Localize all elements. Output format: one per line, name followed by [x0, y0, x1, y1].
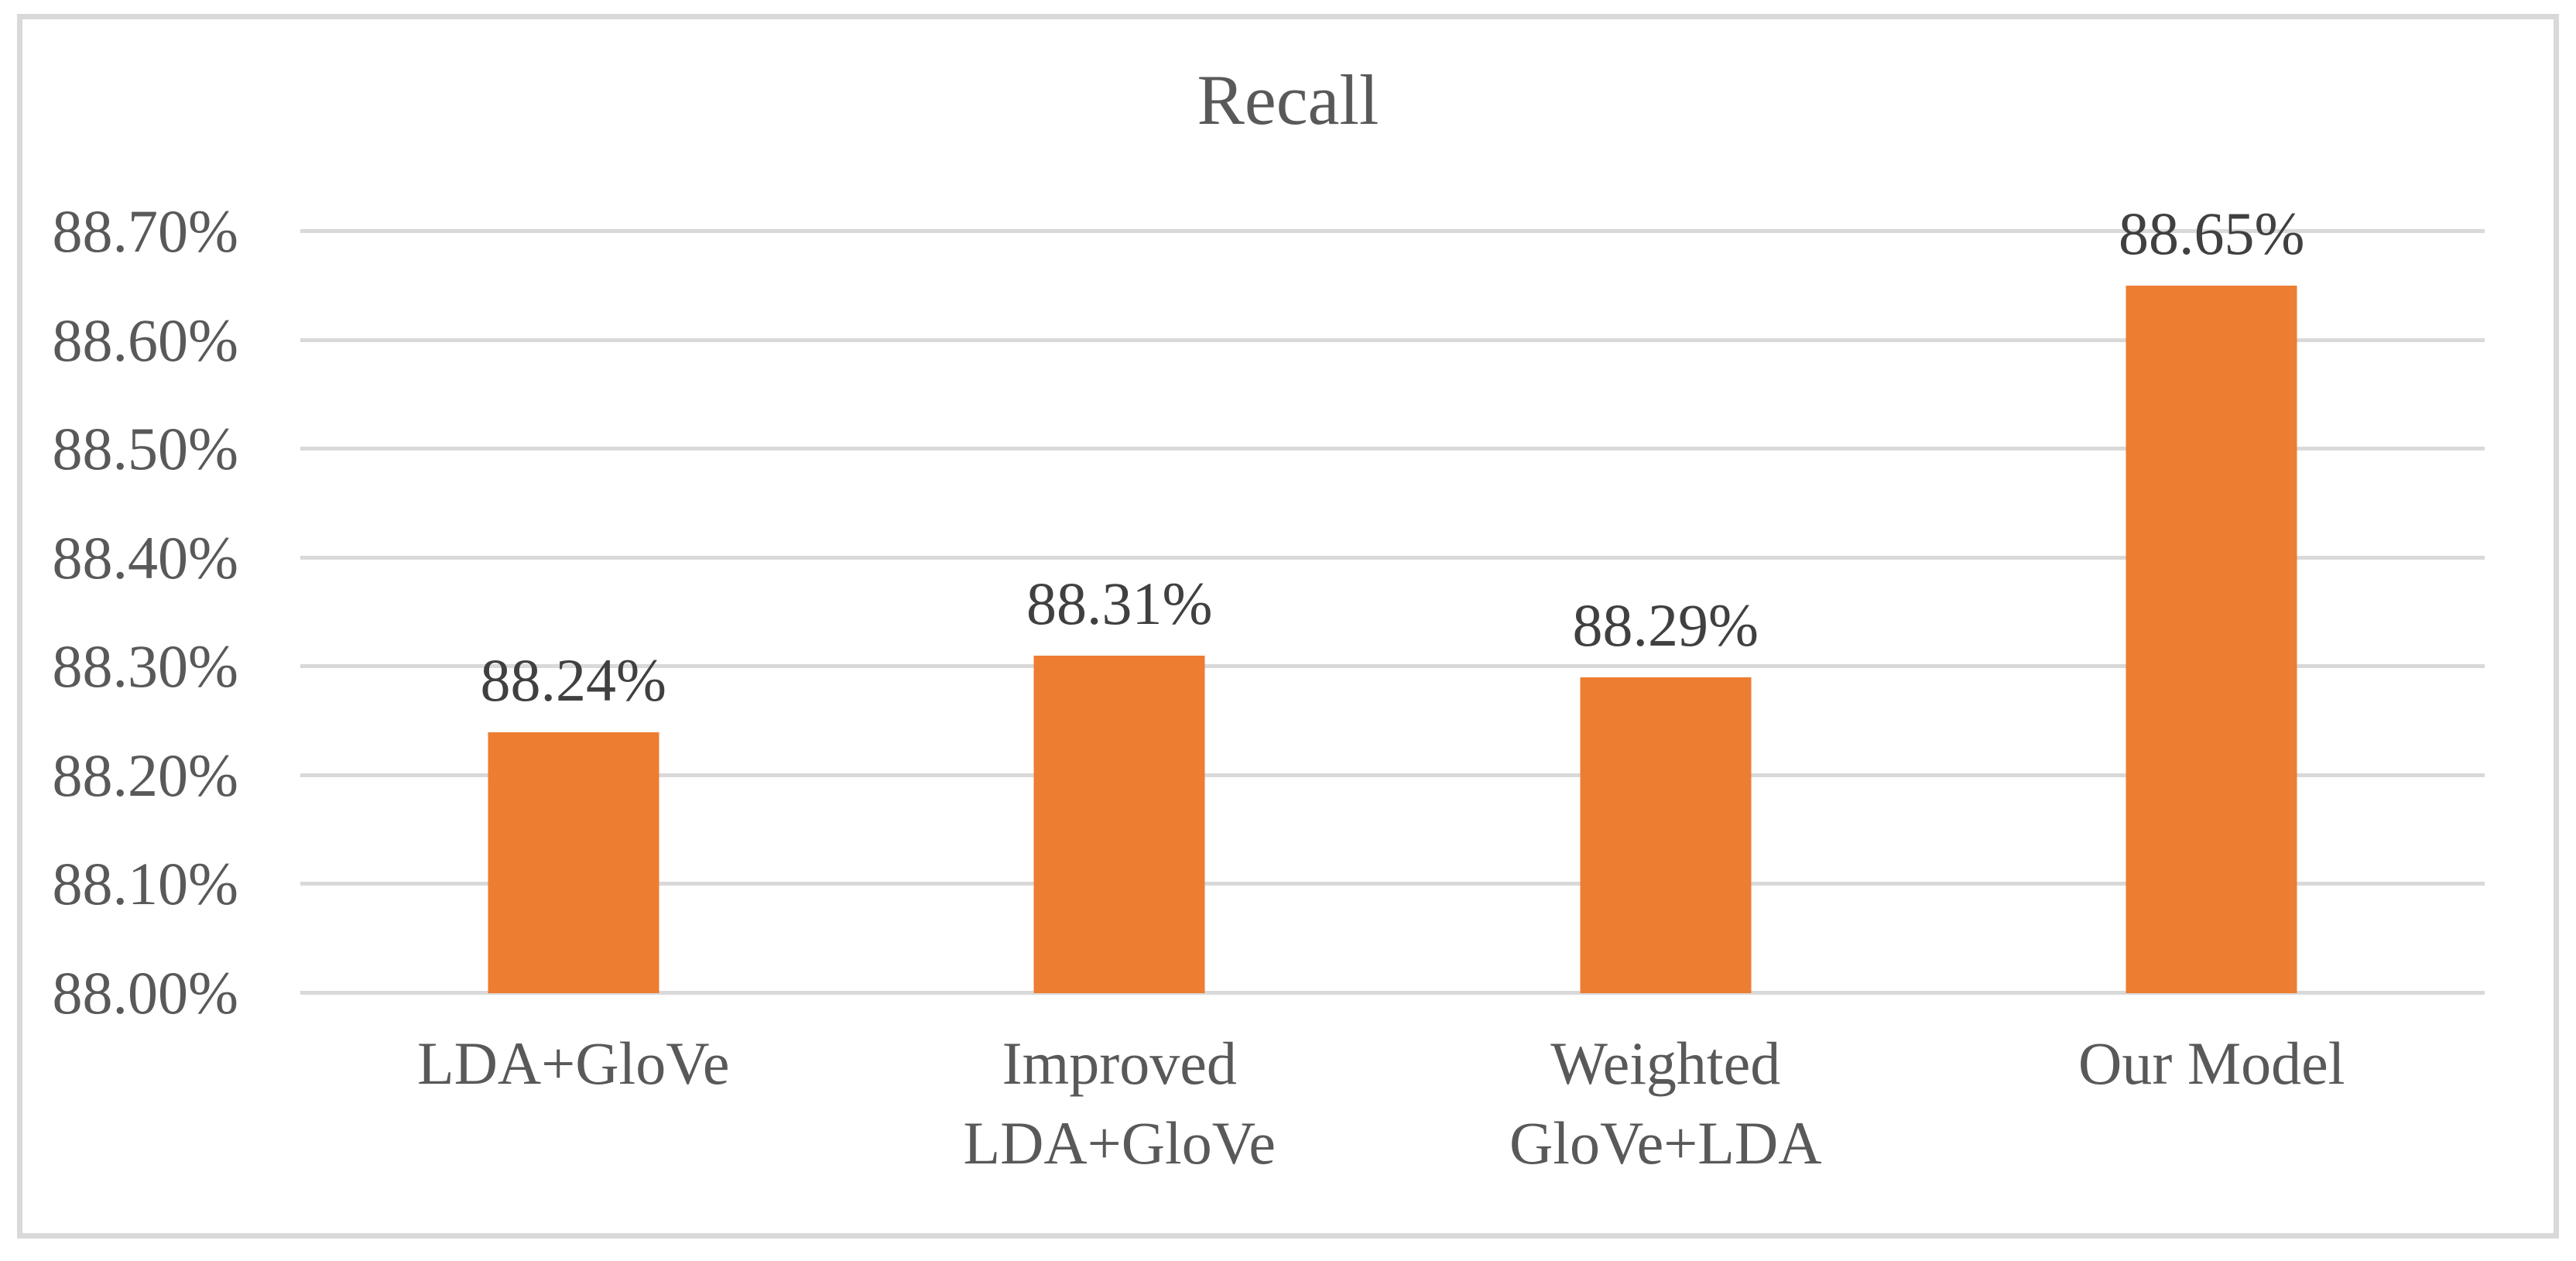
- y-tick-label: 88.70%: [52, 197, 238, 265]
- category-label: Weighted GloVe+LDA: [1392, 1024, 1939, 1184]
- bar-value-label: 88.65%: [2119, 200, 2305, 268]
- category-label-text: Weighted GloVe+LDA: [1509, 1030, 1822, 1177]
- gridline: [300, 229, 2485, 233]
- gridline: [300, 882, 2485, 886]
- category-label: LDA+GloVe: [300, 1024, 847, 1184]
- gridline: [300, 773, 2485, 777]
- y-tick-label: 88.30%: [52, 632, 238, 701]
- y-tick-label: 88.20%: [52, 741, 238, 809]
- y-tick-label: 88.10%: [52, 850, 238, 918]
- category-label: Our Model: [1939, 1024, 2485, 1184]
- bar-value-label: 88.31%: [1026, 570, 1213, 638]
- gridline: [300, 991, 2485, 995]
- y-axis-tick-labels: 88.00% 88.10% 88.20% 88.30% 88.40% 88.50% 88.6…: [22, 201, 238, 1023]
- bar: [488, 732, 659, 993]
- bar-value-label: 88.29%: [1572, 591, 1759, 660]
- category-label-text: Improved LDA+GloVe: [963, 1030, 1276, 1177]
- category-label-text: Our Model: [2078, 1030, 2345, 1097]
- category-label-text: LDA+GloVe: [416, 1030, 730, 1097]
- bar: [2126, 286, 2297, 993]
- category-label: Improved LDA+GloVe: [847, 1024, 1393, 1184]
- bar: [1580, 677, 1752, 993]
- x-axis-category-labels: LDA+GloVe Improved LDA+GloVe Weighted GloV…: [300, 1024, 2485, 1184]
- gridline: [300, 447, 2485, 451]
- gridline: [300, 664, 2485, 669]
- gridline: [300, 555, 2485, 560]
- bar: [1033, 656, 1205, 993]
- y-tick-label: 88.60%: [52, 306, 238, 374]
- chart-area: Recall 88.00% 88.10% 88.20% 88.30% 88.40% 88.…: [22, 19, 2554, 1233]
- chart-title: Recall: [1197, 60, 1379, 139]
- y-tick-label: 88.00%: [52, 959, 238, 1026]
- y-tick-label: 88.40%: [52, 523, 238, 591]
- gridline: [300, 338, 2485, 342]
- plot-area: 88.24% 88.31% 88.29% 88.65%: [300, 202, 2485, 995]
- y-tick-label: 88.50%: [52, 415, 238, 483]
- bar-value-label: 88.24%: [480, 646, 666, 714]
- chart-frame: Recall 88.00% 88.10% 88.20% 88.30% 88.40% 88.…: [17, 14, 2559, 1239]
